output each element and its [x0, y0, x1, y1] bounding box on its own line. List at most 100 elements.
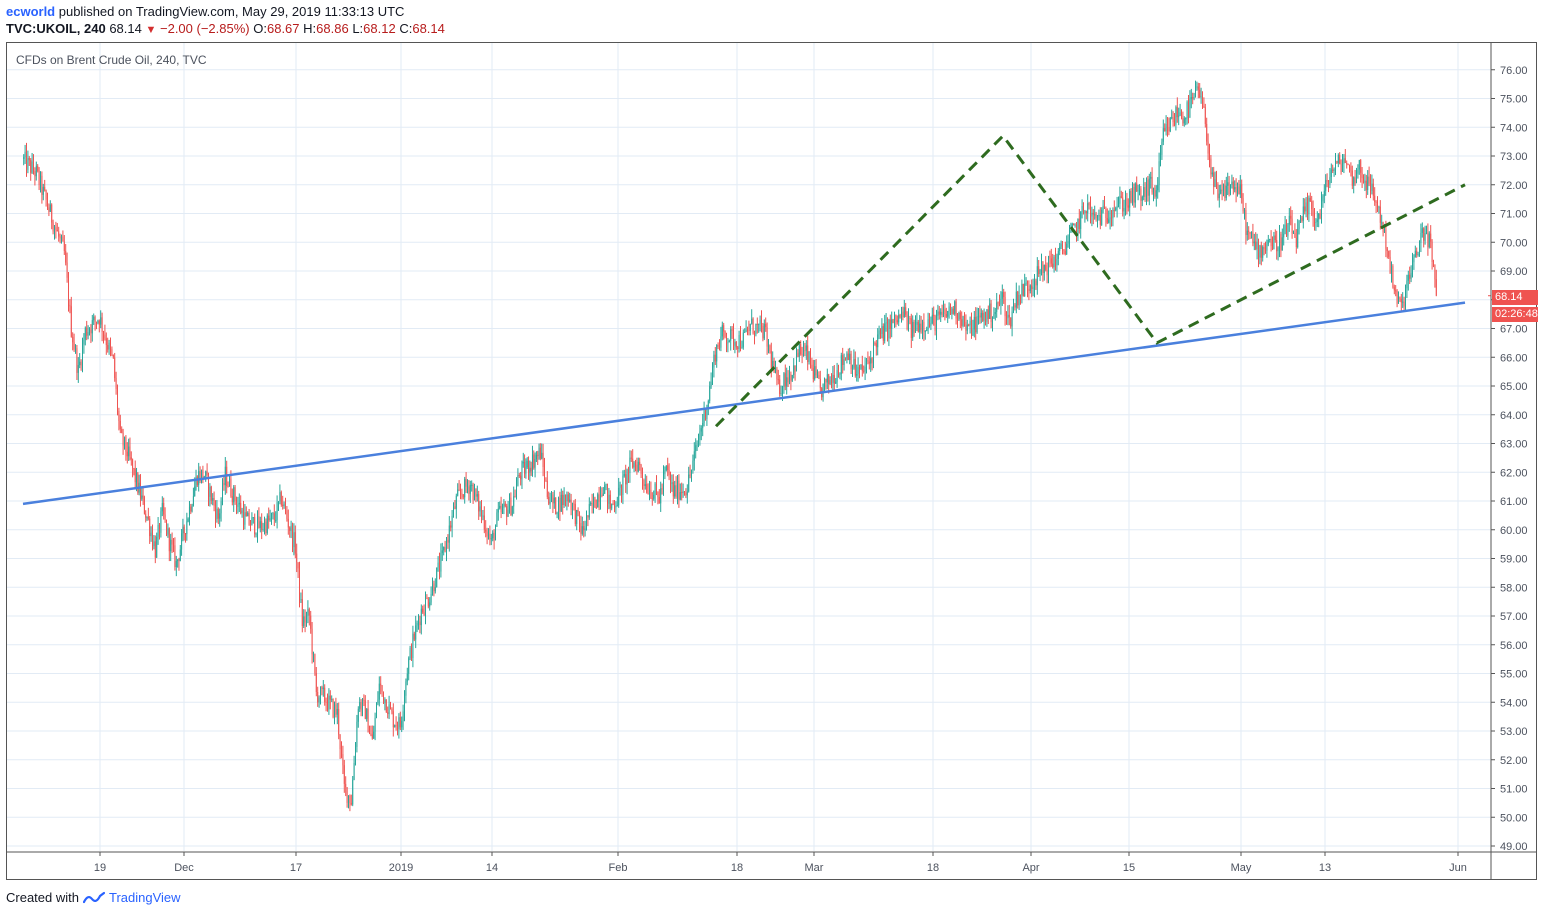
candle-body — [271, 513, 272, 519]
candle-body — [1255, 241, 1257, 250]
candle-body — [486, 531, 488, 537]
open-label: O: — [253, 21, 267, 36]
candle-body — [833, 374, 835, 384]
candle-body — [632, 458, 634, 468]
candle-body — [352, 779, 354, 805]
candle-body — [418, 621, 419, 623]
candle-body — [675, 485, 677, 497]
candle-body — [187, 518, 189, 522]
candle-body — [1270, 239, 1272, 247]
chart-frame[interactable] — [6, 42, 1537, 880]
candle-body — [1147, 179, 1149, 196]
candle-body — [329, 695, 331, 700]
candle-body — [506, 506, 508, 517]
y-tick-label: 55.00 — [1500, 669, 1528, 681]
candle-body — [437, 562, 439, 568]
candle-body — [336, 709, 338, 715]
candle-body — [1186, 102, 1188, 119]
candle-body — [529, 467, 531, 473]
candle-body — [353, 762, 355, 780]
candle-body — [1265, 249, 1266, 251]
candle-body — [1025, 282, 1027, 284]
candle-body — [1361, 172, 1363, 179]
candle-body — [167, 528, 169, 535]
candle-body — [310, 615, 312, 629]
candle-body — [518, 475, 520, 477]
candle-body — [958, 312, 960, 320]
candle-body — [61, 236, 62, 239]
candle-body — [626, 469, 628, 485]
candle-body — [1141, 196, 1143, 201]
candle-body — [1133, 187, 1135, 203]
candle-body — [1028, 288, 1030, 291]
candle-body — [483, 515, 485, 530]
x-tick-label: 18 — [927, 862, 939, 874]
candle-body — [975, 316, 977, 333]
candle-body — [1301, 217, 1303, 221]
candle-body — [301, 599, 303, 626]
x-tick-label: 14 — [486, 862, 498, 874]
candle-body — [706, 407, 708, 419]
candle-body — [643, 480, 645, 487]
y-tick-label: 71.00 — [1500, 209, 1528, 221]
candle-body — [179, 549, 181, 561]
candle-body — [936, 316, 937, 332]
candle-body — [371, 734, 373, 739]
candle-body — [412, 633, 414, 658]
author-link[interactable]: ecworld — [6, 4, 56, 19]
candle-body — [103, 331, 104, 335]
candle-body — [538, 447, 540, 456]
candle-body — [811, 364, 813, 369]
candle-body — [209, 486, 211, 497]
candle-body — [642, 473, 643, 481]
candle-body — [721, 325, 723, 337]
candle-body — [825, 378, 827, 383]
candle-body — [584, 528, 586, 531]
candle-body — [1232, 181, 1234, 190]
candle-body — [1048, 255, 1049, 276]
candle-body — [293, 532, 295, 548]
candle-body — [101, 317, 103, 332]
candle-body — [966, 324, 968, 331]
candle-body — [504, 503, 506, 507]
candle-body — [577, 509, 579, 512]
candle-body — [866, 360, 867, 367]
candle-body — [475, 488, 477, 497]
candle-body — [1053, 257, 1055, 268]
candle-body — [530, 467, 532, 472]
candle-body — [787, 377, 789, 383]
y-axis: 76.00 75.00 74.00 73.00 72.00 71.00 70.00 69.00… — [1491, 65, 1528, 853]
candle-body — [510, 497, 512, 516]
candle-body — [838, 370, 839, 375]
candle-body — [922, 321, 923, 331]
candle-body — [257, 516, 258, 534]
candle-body — [177, 559, 179, 561]
candle-body — [1365, 180, 1367, 191]
candle-body — [93, 316, 95, 321]
candle-body — [618, 487, 620, 506]
candle-body — [192, 496, 194, 506]
candle-body — [1409, 274, 1411, 279]
candle-body — [1165, 124, 1167, 132]
candle-body — [139, 482, 141, 499]
candle-body — [335, 704, 337, 715]
candle-body — [1290, 215, 1292, 219]
candle-body — [686, 491, 688, 496]
tradingview-brand-link[interactable]: TradingView — [108, 890, 181, 905]
candle-body — [315, 673, 317, 693]
candle-body — [835, 381, 837, 384]
candle-body — [1395, 290, 1397, 292]
candle-body — [1214, 179, 1216, 187]
candle-body — [1224, 184, 1226, 198]
candle-body — [1347, 164, 1349, 166]
candle-body — [373, 731, 375, 739]
candle-body — [1160, 154, 1161, 162]
candle-body — [1304, 206, 1306, 212]
support-trendline — [22, 301, 1466, 506]
candle-body — [1140, 188, 1142, 201]
candle-body — [154, 541, 156, 558]
candle-body — [1419, 242, 1420, 254]
candle-body — [741, 347, 743, 349]
x-tick-label: Feb — [609, 862, 628, 874]
